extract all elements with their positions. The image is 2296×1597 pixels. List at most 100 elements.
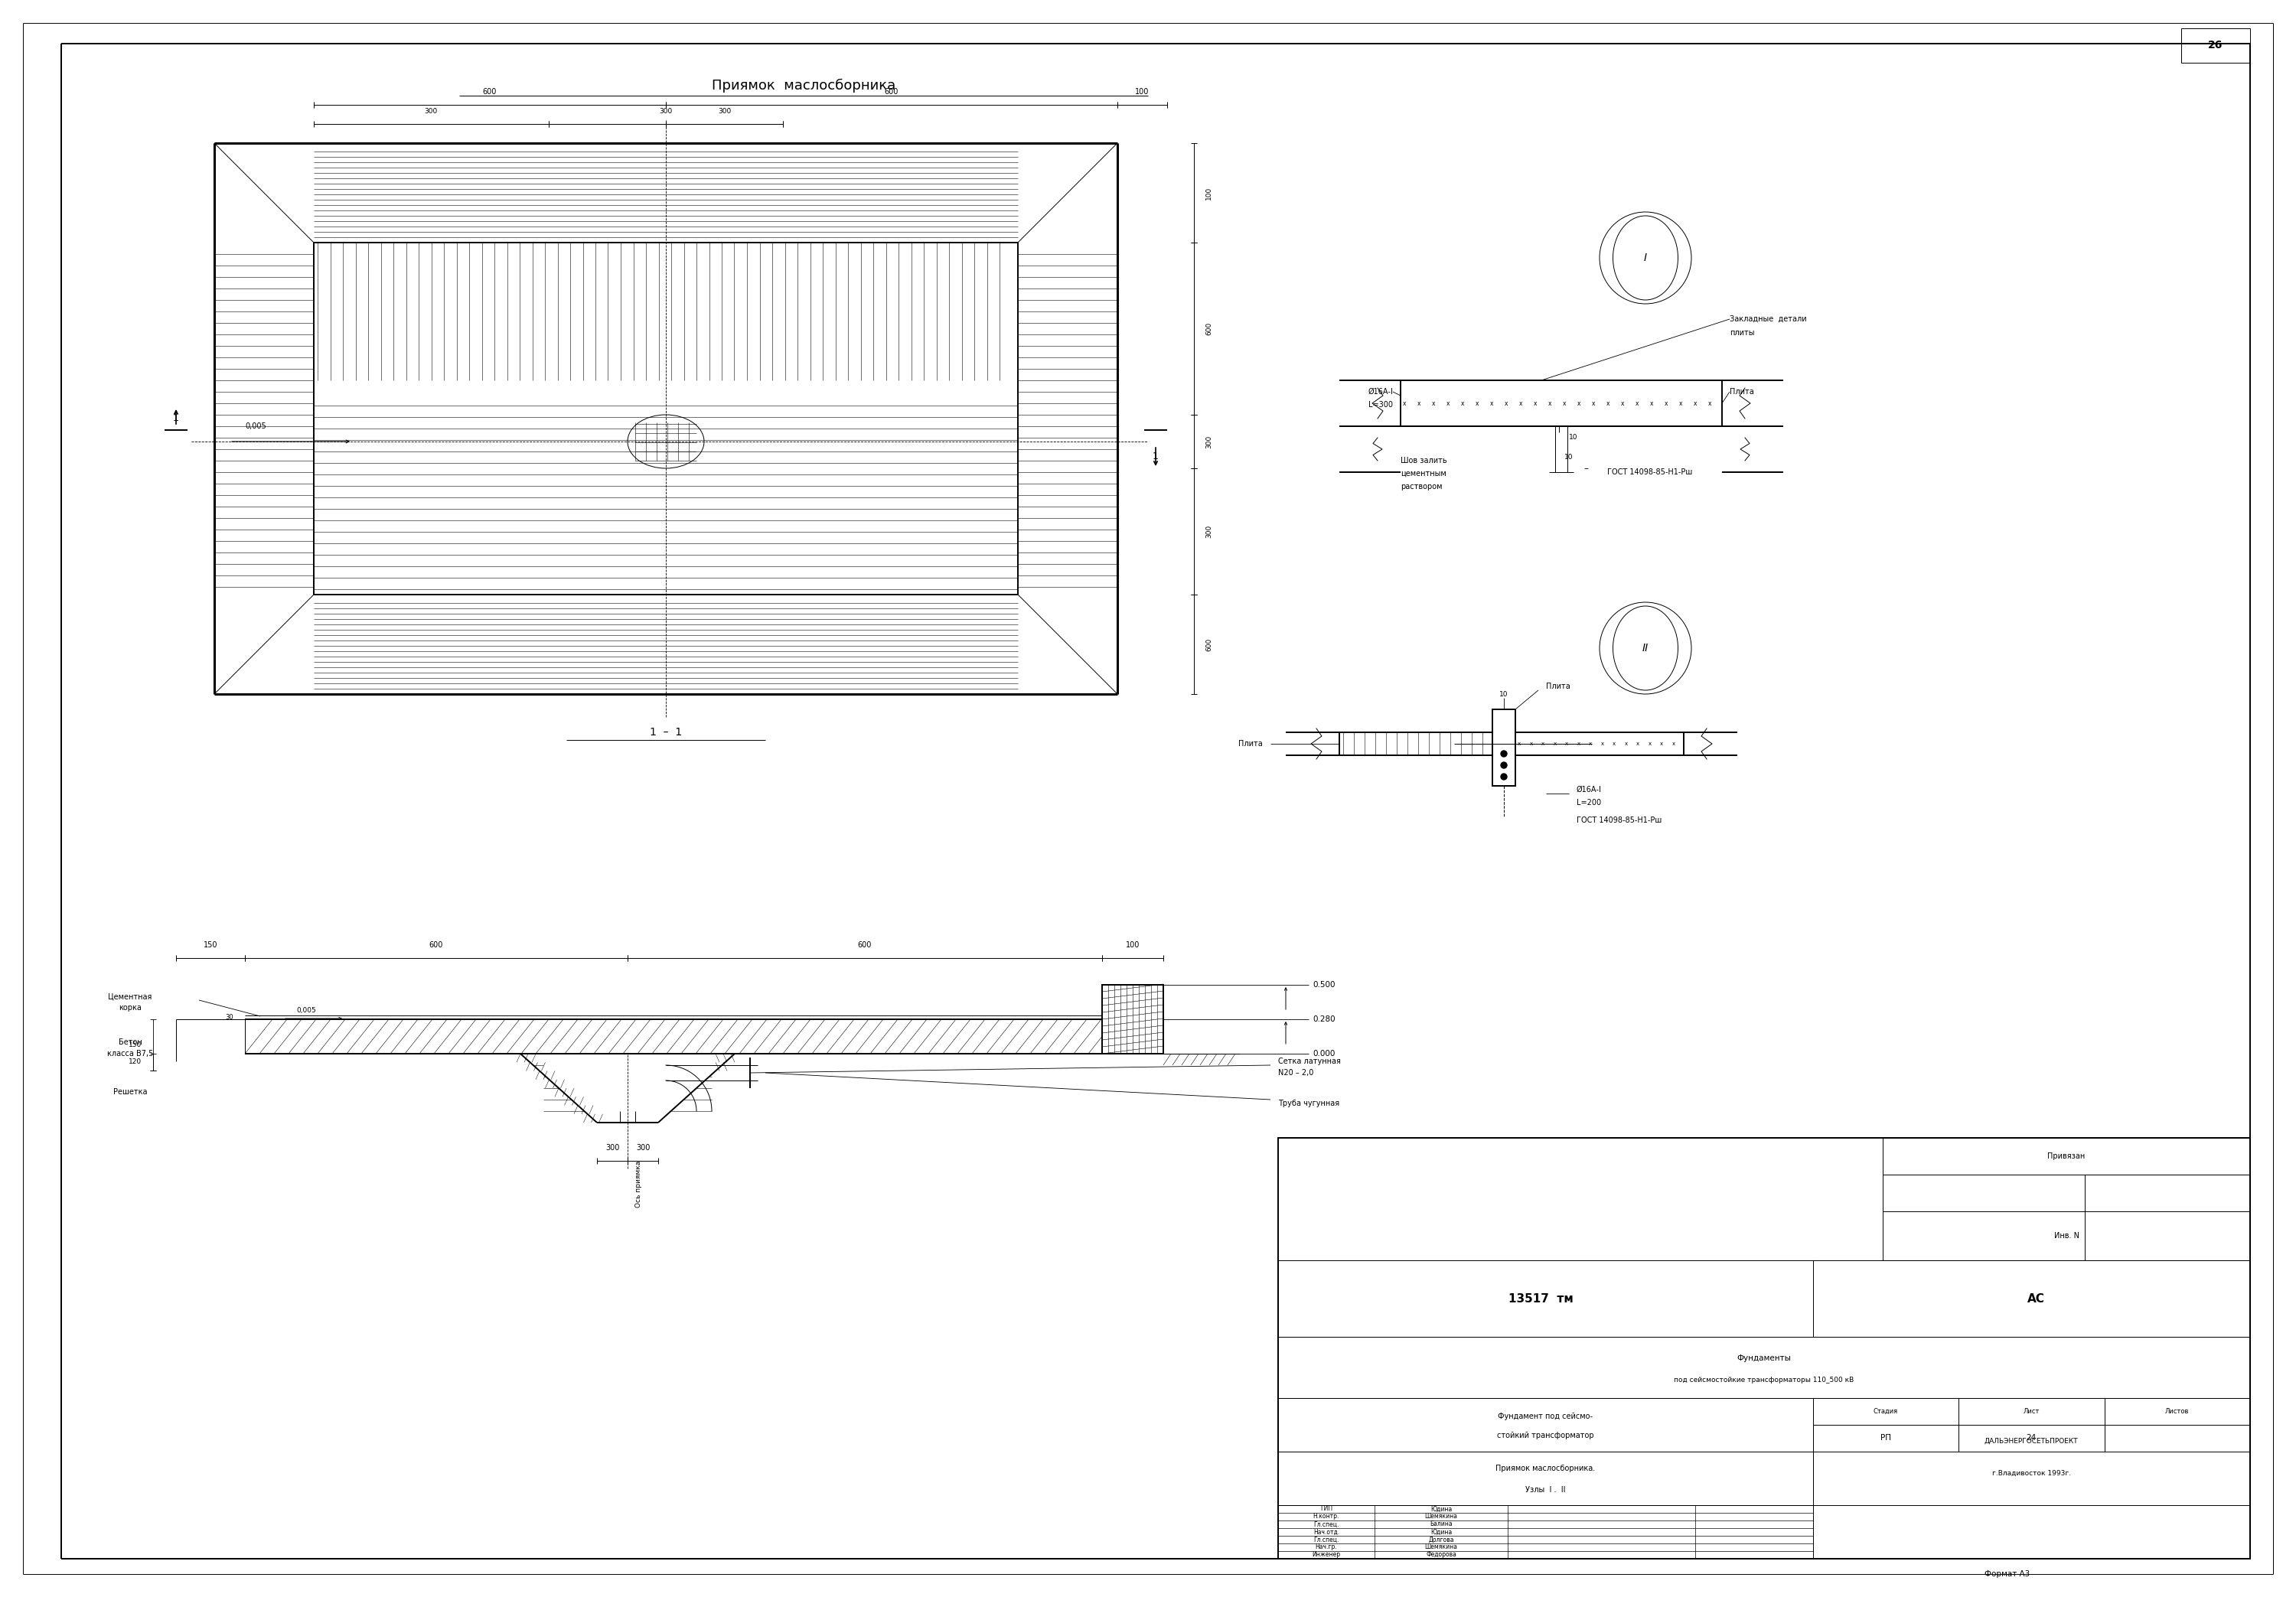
Text: x: x (1694, 399, 1697, 407)
Bar (2181, 29, 2250, 62)
Text: ГОСТ 14098-85-Н1-Рш: ГОСТ 14098-85-Н1-Рш (1607, 468, 1692, 476)
Text: 150: 150 (204, 941, 218, 949)
Text: Шов залить: Шов залить (1401, 457, 1446, 465)
Text: x: x (1612, 741, 1616, 746)
Text: Ø16А-I: Ø16А-I (1577, 786, 1603, 794)
Text: 0.000: 0.000 (1313, 1049, 1334, 1057)
Bar (1401, 380, 1722, 426)
Text: Цементная: Цементная (108, 992, 152, 1000)
Text: II: II (1642, 642, 1649, 653)
Text: x: x (1520, 399, 1522, 407)
Text: 300: 300 (606, 1143, 620, 1151)
Text: x: x (1446, 399, 1449, 407)
Text: Труба чугунная: Труба чугунная (1279, 1100, 1339, 1107)
Text: стойкий трансформатор: стойкий трансформатор (1497, 1433, 1593, 1439)
Text: 100: 100 (1134, 88, 1150, 96)
Text: x: x (1577, 741, 1580, 746)
Circle shape (1502, 762, 1506, 768)
Text: Плита: Плита (1545, 682, 1570, 690)
Text: 100: 100 (1125, 941, 1139, 949)
Text: L=200: L=200 (1577, 798, 1600, 806)
Text: x: x (1541, 741, 1545, 746)
Text: 1: 1 (1153, 452, 1159, 462)
Text: Инв. N: Инв. N (2053, 1231, 2080, 1239)
Text: x: x (1534, 399, 1536, 407)
Text: x: x (1600, 741, 1605, 746)
Text: x: x (1708, 399, 1711, 407)
Text: корка: корка (119, 1005, 142, 1011)
Text: Федорова: Федорова (1426, 1551, 1456, 1559)
Text: Листов: Листов (2165, 1409, 2188, 1415)
Text: 300: 300 (636, 1143, 650, 1151)
Bar (1279, 1397, 1814, 1452)
Text: Фундаменты: Фундаменты (1738, 1354, 1791, 1362)
Text: I: I (1644, 252, 1646, 264)
Bar (1492, 709, 1515, 786)
Text: Бетон: Бетон (119, 1038, 142, 1046)
Text: г.Владивосток 1993г.: г.Владивосток 1993г. (1993, 1469, 2071, 1477)
Text: 0.280: 0.280 (1313, 1016, 1336, 1024)
Text: Плита: Плита (1729, 388, 1754, 396)
Text: 10: 10 (1499, 690, 1508, 698)
Text: Юдина: Юдина (1430, 1528, 1451, 1535)
Text: 10: 10 (1564, 454, 1573, 460)
Text: Ось приямка: Ось приямка (636, 1161, 643, 1207)
Text: 0,005: 0,005 (246, 422, 266, 430)
Text: Плита: Плита (1238, 739, 1263, 747)
Text: N20 – 2,0: N20 – 2,0 (1279, 1068, 1313, 1076)
Text: 120: 120 (129, 1059, 142, 1065)
Text: x: x (1591, 399, 1596, 407)
Text: 1  –  1: 1 – 1 (650, 727, 682, 738)
Text: x: x (1577, 399, 1580, 407)
Text: x: x (1649, 741, 1651, 746)
Text: раствором: раствором (1401, 482, 1442, 490)
Text: 26: 26 (2209, 40, 2223, 51)
Text: x: x (1417, 399, 1421, 407)
Text: Гл.спец.: Гл.спец. (1313, 1536, 1339, 1543)
Text: x: x (1403, 399, 1405, 407)
Bar (1279, 1139, 2250, 1559)
Text: x: x (1665, 399, 1667, 407)
Text: x: x (1518, 741, 1520, 746)
Circle shape (1502, 773, 1506, 779)
Text: x: x (1433, 399, 1435, 407)
Text: x: x (1476, 399, 1479, 407)
Text: Приямок  маслосборника: Приямок маслосборника (712, 78, 895, 93)
Text: Лист: Лист (2023, 1409, 2039, 1415)
Text: 100: 100 (1205, 187, 1212, 200)
Text: цементным: цементным (1401, 470, 1446, 478)
Text: 0,005: 0,005 (296, 1006, 317, 1014)
Text: x: x (1566, 741, 1568, 746)
Bar (1814, 1397, 2250, 1452)
Text: x: x (1621, 399, 1623, 407)
Text: x: x (1589, 741, 1591, 746)
Text: x: x (1529, 741, 1534, 746)
Text: 600: 600 (859, 941, 872, 949)
Text: x: x (1623, 741, 1628, 746)
Text: АС: АС (2027, 1294, 2046, 1305)
Text: Привязан: Привязан (2048, 1153, 2085, 1159)
Text: 10: 10 (1568, 434, 1577, 441)
Bar (1279, 1260, 2250, 1337)
Text: x: x (1552, 741, 1557, 746)
Text: 300: 300 (1205, 525, 1212, 538)
Text: Нач.гр.: Нач.гр. (1316, 1544, 1336, 1551)
Text: под сейсмостойкие трансформаторы 110_500 кВ: под сейсмостойкие трансформаторы 110_500… (1674, 1377, 1855, 1383)
Text: Решетка: Решетка (113, 1088, 147, 1096)
Text: Ø16А-I: Ø16А-I (1368, 388, 1394, 396)
Circle shape (1502, 751, 1506, 757)
Text: Фундамент под сейсмо-: Фундамент под сейсмо- (1497, 1413, 1593, 1421)
Text: Стадия: Стадия (1874, 1409, 1899, 1415)
Text: x: x (1635, 399, 1639, 407)
Bar (1814, 1397, 2250, 1506)
Text: РП: РП (1880, 1434, 1892, 1442)
Text: x: x (1490, 399, 1492, 407)
Text: ГИП: ГИП (1320, 1506, 1332, 1512)
Text: 600: 600 (429, 941, 443, 949)
Text: 300: 300 (719, 109, 730, 115)
Text: 600: 600 (482, 88, 496, 96)
Text: Сетка латунная: Сетка латунная (1279, 1057, 1341, 1065)
Text: 150: 150 (129, 1041, 142, 1048)
Text: Приямок маслосборника.: Приямок маслосборника. (1495, 1464, 1596, 1472)
Bar (1279, 1506, 1814, 1559)
